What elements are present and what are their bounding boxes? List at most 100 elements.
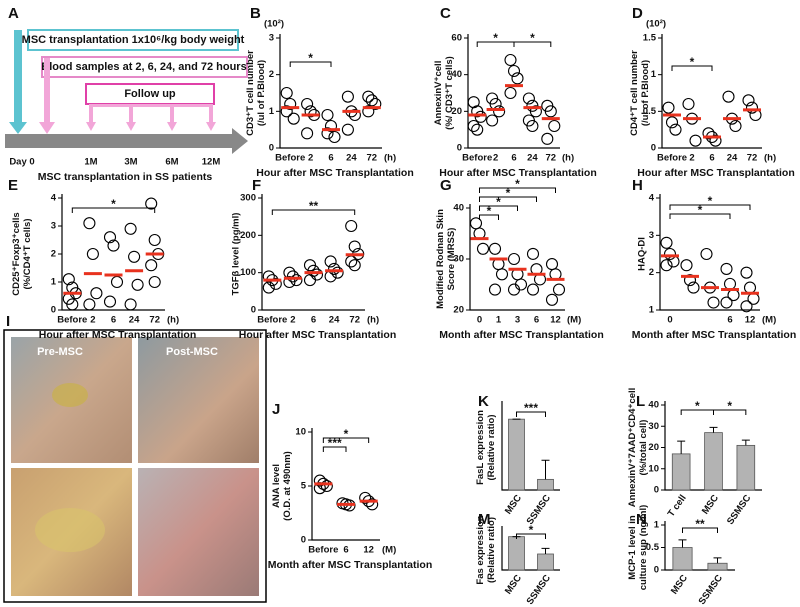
significance-bracket bbox=[322, 437, 370, 443]
data-point bbox=[474, 110, 487, 123]
data-point bbox=[304, 105, 317, 118]
data-point bbox=[687, 281, 700, 294]
significance-label: * bbox=[530, 31, 535, 45]
data-point bbox=[683, 274, 697, 287]
photo-label: Post-MSC bbox=[166, 346, 218, 358]
panel-letter: C bbox=[440, 5, 451, 22]
y-axis-label: (%/total cell) bbox=[638, 420, 649, 476]
data-point bbox=[369, 97, 382, 111]
data-point bbox=[301, 97, 314, 111]
significance-label: * bbox=[690, 55, 695, 69]
y-axis-label: MCP-1 level in bbox=[627, 515, 638, 580]
data-point bbox=[262, 281, 275, 294]
x-tick-label: 2 bbox=[493, 153, 498, 164]
y-tick-label: 60 bbox=[451, 33, 462, 44]
significance-bracket bbox=[479, 196, 537, 202]
x-axis-label: Hour after MSC Transplantation bbox=[39, 329, 197, 341]
data-point bbox=[504, 53, 517, 67]
y-tick-label: 0 bbox=[301, 535, 306, 546]
x-tick-label: 24 bbox=[129, 315, 140, 326]
x-axis-label: Month after MSC Transplantation bbox=[439, 329, 604, 341]
y-tick-label: 300 bbox=[240, 193, 256, 204]
data-point bbox=[107, 239, 120, 252]
lesion bbox=[35, 508, 105, 552]
x-tick-label: 2 bbox=[290, 315, 295, 326]
x-tick-label: 6 bbox=[709, 153, 714, 164]
significance-bracket bbox=[682, 527, 718, 533]
bar bbox=[736, 444, 756, 491]
significance-bracket bbox=[671, 65, 713, 71]
y-axis-label: (%/ CD3⁺T cells) bbox=[444, 56, 455, 130]
axis bbox=[661, 34, 762, 149]
caption: MSC transplantation in SS patients bbox=[38, 171, 213, 183]
x-tick-label: Before bbox=[657, 153, 687, 164]
y-multiplier: (10²) bbox=[264, 19, 284, 30]
data-point bbox=[665, 116, 679, 129]
x-unit: (M) bbox=[382, 545, 396, 556]
y-tick-label: 1 bbox=[651, 69, 657, 80]
bar bbox=[707, 562, 728, 571]
x-tick-label: 3 bbox=[515, 315, 520, 326]
data-point bbox=[103, 231, 117, 244]
significance-label: * bbox=[695, 399, 700, 413]
photo bbox=[138, 468, 259, 596]
data-point bbox=[707, 296, 720, 309]
significance-bracket bbox=[713, 409, 747, 415]
x-tick-label: 24 bbox=[329, 315, 340, 326]
x-tick-label: SSMSC bbox=[725, 493, 753, 527]
y-axis-label: CD3⁺T cell number bbox=[245, 50, 256, 136]
box-label: MSC transplantation 1x10⁶/kg body weight bbox=[22, 34, 245, 46]
x-tick-label: 24 bbox=[346, 153, 357, 164]
data-point bbox=[284, 97, 297, 111]
x-tick-label: MSC bbox=[503, 573, 524, 597]
x-tick-label: 6 bbox=[328, 153, 333, 164]
y-tick-label: 4 bbox=[649, 193, 655, 204]
error-bar bbox=[541, 547, 550, 554]
y-tick-label: 5 bbox=[301, 481, 307, 492]
panel-letter: D bbox=[632, 5, 643, 22]
timeline-label: 1M bbox=[84, 157, 97, 168]
data-point bbox=[722, 90, 735, 103]
data-point bbox=[662, 101, 675, 114]
x-unit: (h) bbox=[367, 315, 379, 326]
y-axis-label: AnnexinV⁺7AAD⁺CD4⁺cell bbox=[627, 388, 638, 508]
y-tick-label: 0.5 bbox=[643, 106, 657, 117]
data-point bbox=[471, 123, 484, 136]
x-tick-label: 6 bbox=[534, 315, 539, 326]
x-tick-label: Before bbox=[308, 545, 338, 556]
data-point bbox=[743, 281, 757, 294]
y-tick-label: 2 bbox=[51, 249, 56, 260]
panel-letter: N bbox=[636, 511, 647, 528]
data-point bbox=[62, 273, 75, 286]
y-tick-label: 200 bbox=[240, 230, 256, 241]
x-unit: (M) bbox=[762, 315, 776, 326]
data-point bbox=[320, 479, 333, 493]
lesion bbox=[52, 383, 88, 407]
y-axis-label: FasL expression bbox=[475, 410, 486, 485]
y-tick-label: 3 bbox=[269, 33, 274, 44]
significance-label: *** bbox=[524, 401, 538, 415]
data-point bbox=[365, 94, 378, 107]
data-point bbox=[495, 268, 509, 281]
y-tick-label: 40 bbox=[451, 69, 462, 80]
significance-bracket bbox=[513, 41, 552, 47]
x-tick-label: SSMSC bbox=[525, 573, 553, 607]
data-point bbox=[145, 197, 158, 210]
data-point bbox=[324, 255, 337, 268]
x-tick-label: 12 bbox=[363, 545, 374, 556]
data-point bbox=[324, 119, 338, 133]
followup-arrows bbox=[86, 104, 216, 131]
x-axis-label: Month after MSC Transplantation bbox=[268, 559, 433, 571]
y-tick-label: 4 bbox=[51, 193, 57, 204]
panel-letter: L bbox=[636, 393, 645, 410]
x-tick-label: Before bbox=[57, 315, 87, 326]
x-tick-label: 12 bbox=[745, 315, 756, 326]
x-axis-label: Month after MSC Transplantation bbox=[632, 329, 797, 341]
significance-label: * bbox=[515, 177, 520, 191]
y-tick-label: 0 bbox=[654, 565, 659, 576]
y-axis-label: TGFβ level (pg/ml) bbox=[231, 213, 242, 296]
data-point bbox=[321, 108, 334, 122]
bar bbox=[672, 547, 693, 571]
data-point bbox=[689, 134, 702, 147]
x-tick-label: MSC bbox=[503, 493, 524, 517]
